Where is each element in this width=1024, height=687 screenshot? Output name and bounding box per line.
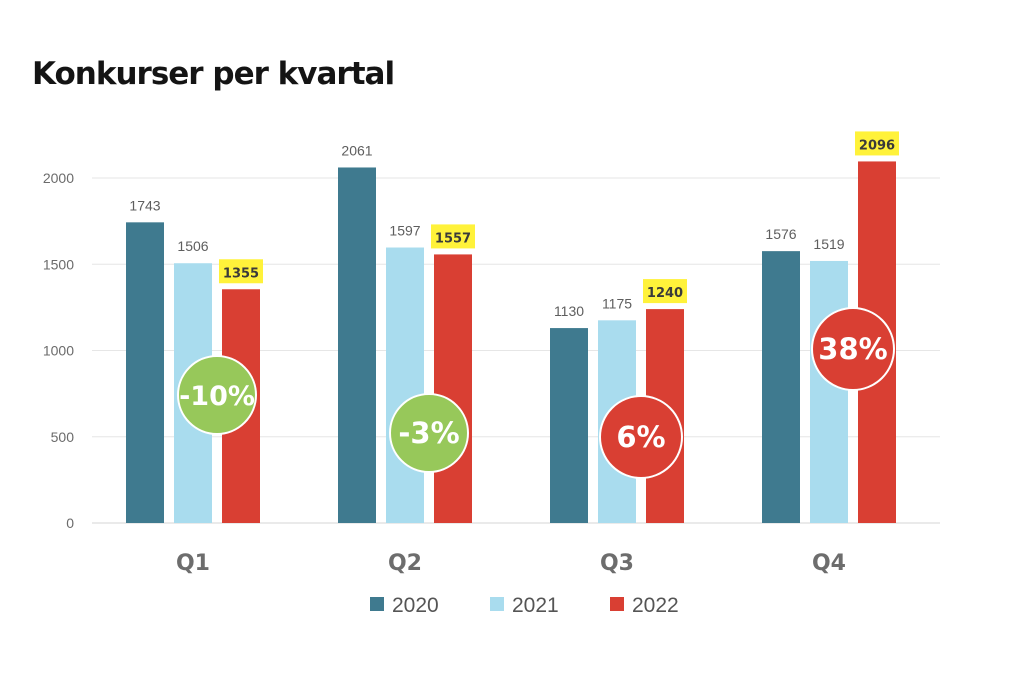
x-category-label: Q4 — [812, 551, 846, 576]
x-category-label: Q2 — [388, 551, 422, 576]
value-label-2022-q2: 1557 — [435, 231, 471, 246]
value-highlight-box — [431, 224, 475, 249]
bar-2020-q4 — [762, 251, 800, 523]
y-tick-label: 1500 — [43, 256, 74, 272]
value-label-2020-q4: 1576 — [765, 226, 796, 242]
y-tick-label: 500 — [51, 429, 75, 445]
value-label-2021-q2: 1597 — [389, 223, 420, 239]
change-bubble-q2 — [389, 393, 469, 473]
value-label-2020-q1: 1743 — [129, 197, 160, 213]
bar-2020-q3 — [550, 328, 588, 523]
y-tick-label: 2000 — [43, 170, 74, 186]
change-label-q4: 38% — [818, 332, 887, 366]
value-label-2022-q1: 1355 — [223, 266, 259, 281]
change-label-q2: -3% — [398, 416, 459, 450]
bar-2020-q2 — [338, 167, 376, 524]
value-highlight-box — [219, 259, 263, 284]
change-label-q3: 6% — [616, 420, 665, 454]
bar-2020-q1 — [126, 222, 164, 523]
value-label-2020-q2: 2061 — [341, 142, 372, 158]
legend-swatch-2022 — [610, 597, 624, 611]
x-category-label: Q3 — [600, 551, 634, 576]
legend-label-2021: 2021 — [512, 594, 559, 617]
change-bubble-q3 — [599, 395, 683, 479]
y-tick-label: 1000 — [43, 343, 74, 359]
value-label-2021-q4: 1519 — [813, 236, 844, 252]
bar-2022-q2 — [434, 254, 472, 524]
value-highlight-box — [855, 131, 899, 156]
x-category-label: Q1 — [176, 551, 210, 576]
bar-2021-q2 — [386, 247, 424, 523]
value-label-2022-q4: 2096 — [859, 138, 895, 153]
value-label-2021-q3: 1175 — [602, 295, 632, 311]
value-label-2021-q1: 1506 — [177, 238, 208, 254]
change-label-q1: -10% — [179, 381, 255, 412]
legend-label-2022: 2022 — [632, 594, 679, 617]
legend-label-2020: 2020 — [392, 594, 439, 617]
chart-title: Konkurser per kvartal — [32, 56, 395, 92]
value-label-2020-q3: 1130 — [554, 303, 584, 319]
value-label-2022-q3: 1240 — [647, 286, 683, 301]
value-highlight-box — [643, 279, 687, 304]
legend-swatch-2021 — [490, 597, 504, 611]
legend-swatch-2020 — [370, 597, 384, 611]
change-bubble-q1 — [177, 355, 257, 435]
change-bubble-q4 — [811, 307, 895, 391]
y-tick-label: 0 — [66, 515, 74, 531]
bar-2021-q4 — [810, 260, 848, 523]
